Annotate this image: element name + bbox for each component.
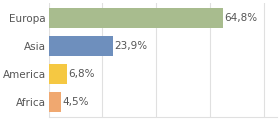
- Bar: [49, 64, 67, 84]
- Bar: [49, 36, 113, 56]
- Text: 64,8%: 64,8%: [225, 13, 258, 23]
- Text: 4,5%: 4,5%: [62, 97, 89, 107]
- Text: 23,9%: 23,9%: [115, 41, 148, 51]
- Bar: [49, 92, 61, 112]
- Text: 6,8%: 6,8%: [69, 69, 95, 79]
- Bar: [49, 8, 223, 28]
